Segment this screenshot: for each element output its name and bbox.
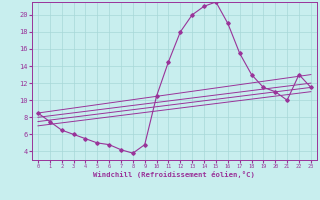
X-axis label: Windchill (Refroidissement éolien,°C): Windchill (Refroidissement éolien,°C)	[93, 171, 255, 178]
